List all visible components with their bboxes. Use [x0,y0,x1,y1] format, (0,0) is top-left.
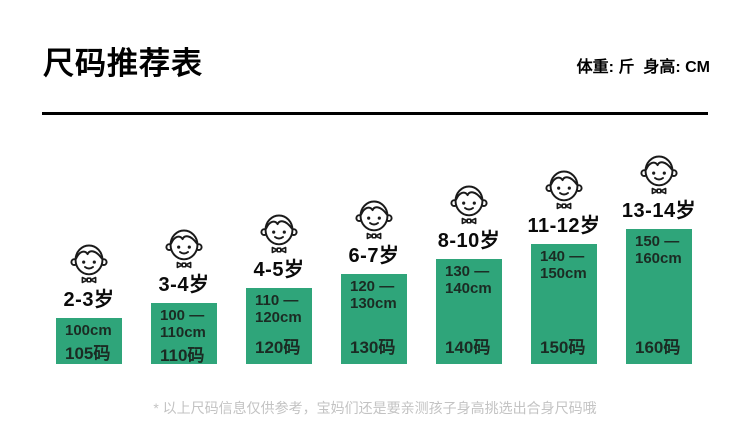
size-code-label: 160码 [635,338,681,357]
size-bar: 120 — 130cm 130码 [341,274,407,364]
size-code-label: 140码 [445,338,491,357]
header-divider [42,112,708,115]
size-bar: 130 — 140cm 140码 [436,259,502,364]
height-range-label: 110 — 120cm [255,292,302,326]
age-label: 4-5岁 [253,259,305,281]
age-label: 13-14岁 [621,200,697,222]
size-bar: 100cm 105码 [56,318,122,364]
child-face-icon [70,244,108,284]
footnote: * 以上尺码信息仅供参考，宝妈们还是要亲测孩子身高挑选出合身尺码哦 [153,400,597,416]
height-range-label: 150 — 160cm [635,233,682,267]
size-code-label: 120码 [255,338,301,357]
size-code-label: 150码 [540,338,586,357]
age-group-column: 8-10岁 130 — 140cm 140码 [436,181,502,364]
age-label: 11-12岁 [527,215,601,237]
height-range-label: 130 — 140cm [445,263,492,297]
size-code-label: 110码 [160,346,205,365]
age-label: 3-4岁 [158,274,210,296]
child-face-icon [450,185,488,225]
age-group-column: 13-14岁 150 — 160cm 160码 [622,151,696,364]
height-range-label: 140 — 150cm [540,248,587,282]
child-face-icon [355,200,393,240]
age-label: 2-3岁 [63,289,115,311]
size-code-label: 130码 [350,338,396,357]
header: 尺码推荐表 体重: 斤 身高: CM [43,48,710,79]
age-group-column: 6-7岁 120 — 130cm 130码 [341,196,407,364]
age-group-column: 4-5岁 110 — 120cm 120码 [246,210,312,364]
age-group-column: 3-4岁 100 — 110cm 110码 [151,225,217,365]
size-bar: 150 — 160cm 160码 [626,229,692,364]
size-bar: 100 — 110cm 110码 [151,303,217,365]
age-label: 8-10岁 [437,230,501,252]
size-bar-chart: 2-3岁 100cm 105码 3-4岁 100 — 110cm 110码 4-5岁 110 … [56,151,696,365]
child-face-icon [165,229,203,269]
units-note: 体重: 斤 身高: CM [576,59,710,76]
height-range-label: 120 — 130cm [350,278,397,312]
child-face-icon [260,214,298,254]
page-title: 尺码推荐表 [43,46,203,81]
size-bar: 110 — 120cm 120码 [246,288,312,364]
age-label: 6-7岁 [348,245,400,267]
age-group-column: 2-3岁 100cm 105码 [56,240,122,364]
size-code-label: 105码 [65,344,111,363]
age-group-column: 11-12岁 140 — 150cm 150码 [527,166,600,364]
height-range-label: 100 — 110cm [160,307,206,341]
size-bar: 140 — 150cm 150码 [531,244,597,364]
child-face-icon [640,155,678,195]
child-face-icon [545,170,583,210]
height-range-label: 100cm [65,322,112,339]
